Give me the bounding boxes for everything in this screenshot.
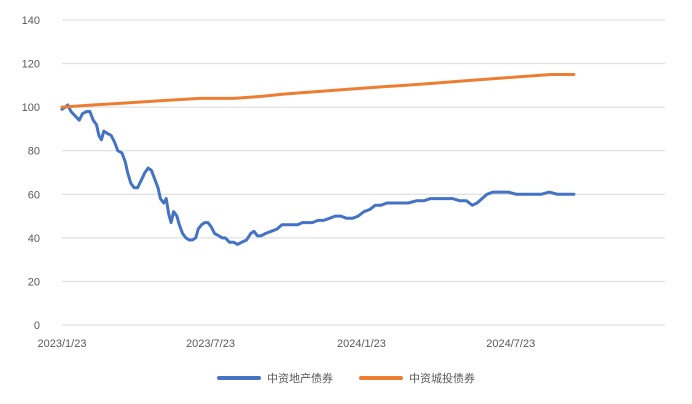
legend-swatch-property-bonds xyxy=(217,376,261,380)
y-tick-label: 40 xyxy=(28,233,40,245)
legend-item-lgfv-bonds: 中资城投债券 xyxy=(359,370,475,386)
y-tick-label: 80 xyxy=(28,146,40,158)
legend-label-property-bonds: 中资地产债券 xyxy=(267,373,333,385)
series-line-property-bonds xyxy=(60,103,576,246)
legend-item-property-bonds: 中资地产债券 xyxy=(217,370,333,386)
legend-swatch-lgfv-bonds xyxy=(359,376,403,380)
series-line-lgfv-bonds xyxy=(60,73,576,109)
y-tick-label: 60 xyxy=(28,189,40,201)
x-tick-label: 2023/1/23 xyxy=(38,338,87,350)
series-lines xyxy=(60,73,576,246)
y-tick-label: 100 xyxy=(22,102,40,114)
chart-legend: 中资地产债券 中资城投债券 xyxy=(0,369,692,387)
x-tick-label: 2024/7/23 xyxy=(486,338,535,350)
x-tick-label: 2024/1/23 xyxy=(337,338,386,350)
y-tick-label: 0 xyxy=(34,320,40,332)
y-tick-label: 120 xyxy=(22,59,40,71)
y-tick-label: 20 xyxy=(28,276,40,288)
y-axis-tick-labels: 0 20 40 60 80 100 120 140 xyxy=(22,15,40,332)
x-tick-label: 2023/7/23 xyxy=(186,338,235,350)
x-axis-tick-labels: 2023/1/23 2023/7/23 2024/1/23 2024/7/23 xyxy=(38,338,536,350)
legend-label-lgfv-bonds: 中资城投债券 xyxy=(409,373,475,385)
y-tick-label: 140 xyxy=(22,15,40,27)
gridlines xyxy=(62,19,665,282)
